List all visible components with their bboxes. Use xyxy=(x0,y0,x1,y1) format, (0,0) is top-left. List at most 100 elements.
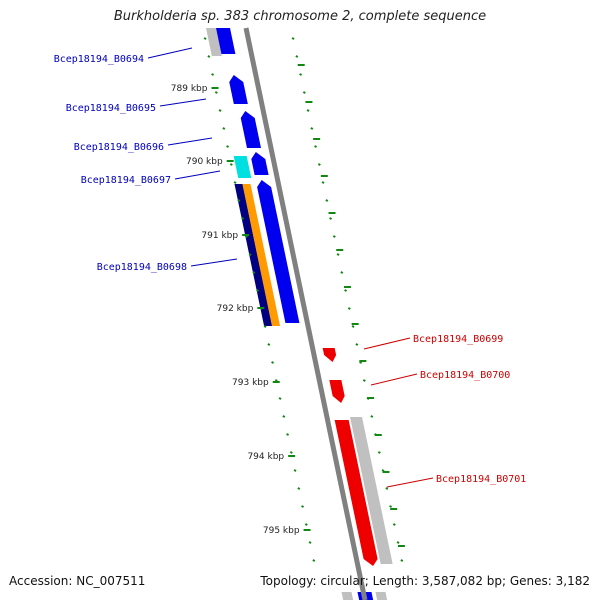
minor-tick-right xyxy=(351,325,355,328)
gene-leader-line xyxy=(386,477,434,488)
cds-bottom-partial-right xyxy=(375,592,388,600)
minor-tick-right xyxy=(321,181,325,184)
cds-b0697-cyan xyxy=(233,156,252,178)
gene-leader-line xyxy=(190,258,238,267)
minor-tick-right xyxy=(344,289,348,292)
gene-label-bcep18194_b0696[interactable]: Bcep18194_B0696 xyxy=(74,142,164,153)
gene-b0694-shape xyxy=(216,28,236,54)
minor-tick-left xyxy=(297,487,301,490)
cds-b0701-gray xyxy=(350,417,393,564)
minor-tick-left xyxy=(203,37,207,40)
minor-tick-left xyxy=(244,235,248,238)
minor-tick-right xyxy=(336,253,340,256)
minor-tick-right xyxy=(299,73,303,76)
minor-tick-left xyxy=(312,559,316,562)
kbp-tick-label: 789 kbp xyxy=(171,84,208,94)
gene-leader-line xyxy=(363,337,411,350)
minor-tick-right xyxy=(355,343,359,346)
ticks-layer: 789 kbp 790 kbp 791 kbp 792 kbp 793 kbp 794 k… xyxy=(171,37,405,562)
minor-tick-right xyxy=(370,415,374,418)
accession-text: Accession: NC_007511 xyxy=(9,574,146,588)
minor-tick-right xyxy=(310,127,314,130)
minor-tick-right xyxy=(385,487,389,490)
summary-text: Topology: circular; Length: 3,587,082 bp… xyxy=(260,574,590,588)
gene-leader-line xyxy=(370,373,418,386)
gene-label-bcep18194_b0698[interactable]: Bcep18194_B0698 xyxy=(97,262,187,273)
minor-tick-left xyxy=(289,451,293,454)
gene-label-bcep18194_b0701[interactable]: Bcep18194_B0701 xyxy=(436,474,526,485)
minor-tick-right xyxy=(329,217,333,220)
minor-tick-right xyxy=(359,361,363,364)
minor-tick-left xyxy=(222,127,226,130)
minor-tick-right xyxy=(396,541,400,544)
minor-tick-right xyxy=(325,199,329,202)
minor-tick-right xyxy=(291,37,295,40)
gene-b0699-shape xyxy=(322,348,337,362)
minor-tick-left xyxy=(248,253,252,256)
backbone-line xyxy=(243,27,368,600)
minor-tick-right xyxy=(332,235,336,238)
gene-label-bcep18194_b0694[interactable]: Bcep18194_B0694 xyxy=(54,54,144,65)
minor-tick-left xyxy=(308,541,312,544)
kbp-tick-label: 794 kbp xyxy=(247,452,284,462)
gene-leader-line xyxy=(167,137,213,146)
cds-bottom-partial xyxy=(341,592,354,600)
map-title: Burkholderia sp. 383 chromosome 2, compl… xyxy=(113,9,487,24)
minor-tick-left xyxy=(301,505,305,508)
features-layer xyxy=(206,28,393,600)
gene-label-bcep18194_b0695[interactable]: Bcep18194_B0695 xyxy=(66,103,156,114)
cds-b0698-dark xyxy=(234,184,273,326)
gene-b0698-shape xyxy=(257,180,300,323)
minor-tick-right xyxy=(389,505,393,508)
minor-tick-right xyxy=(295,55,299,58)
leaders-layer: Bcep18194_B0694 Bcep18194_B0695 Bcep18194_… xyxy=(54,47,526,488)
gene-label-bcep18194_b0700[interactable]: Bcep18194_B0700 xyxy=(420,370,510,381)
minor-tick-left xyxy=(267,343,271,346)
minor-tick-right xyxy=(317,163,321,166)
minor-tick-left xyxy=(214,91,218,94)
minor-tick-left xyxy=(256,289,260,292)
minor-tick-left xyxy=(263,325,267,328)
minor-tick-right xyxy=(314,145,318,148)
minor-tick-left xyxy=(226,145,230,148)
minor-tick-right xyxy=(377,451,381,454)
minor-tick-left xyxy=(207,55,211,58)
minor-tick-left xyxy=(304,523,308,526)
minor-tick-left xyxy=(229,163,233,166)
minor-tick-right xyxy=(362,379,366,382)
gene-leader-line xyxy=(174,170,221,180)
minor-tick-right xyxy=(392,523,396,526)
gene-b0696-shape xyxy=(240,111,261,148)
minor-tick-left xyxy=(278,397,282,400)
minor-tick-right xyxy=(306,109,310,112)
kbp-tick-label: 792 kbp xyxy=(217,304,254,314)
minor-tick-left xyxy=(233,181,237,184)
gene-b0700-shape xyxy=(329,380,345,403)
minor-tick-right xyxy=(302,91,306,94)
gene-b0695-shape xyxy=(229,75,248,104)
kbp-tick-label: 790 kbp xyxy=(186,157,223,167)
minor-tick-left xyxy=(218,109,222,112)
minor-tick-left xyxy=(252,271,256,274)
minor-tick-left xyxy=(237,199,241,202)
minor-tick-right xyxy=(340,271,344,274)
minor-tick-left xyxy=(282,415,286,418)
gene-label-bcep18194_b0699[interactable]: Bcep18194_B0699 xyxy=(413,334,503,345)
gene-leader-line xyxy=(147,47,193,59)
minor-tick-left xyxy=(271,361,275,364)
gene-b0697-shape xyxy=(251,152,269,175)
minor-tick-left xyxy=(241,217,245,220)
minor-tick-left xyxy=(211,73,215,76)
kbp-tick-label: 793 kbp xyxy=(232,378,269,388)
cds-b0694-gray xyxy=(206,28,222,56)
minor-tick-right xyxy=(381,469,385,472)
kbp-tick-label: 795 kbp xyxy=(263,526,300,536)
minor-tick-left xyxy=(293,469,297,472)
gene-label-bcep18194_b0697[interactable]: Bcep18194_B0697 xyxy=(81,175,171,186)
minor-tick-left xyxy=(286,433,290,436)
kbp-tick-label: 791 kbp xyxy=(201,231,238,241)
minor-tick-left xyxy=(274,379,278,382)
minor-tick-right xyxy=(347,307,351,310)
cds-b0698-orange xyxy=(242,184,281,326)
